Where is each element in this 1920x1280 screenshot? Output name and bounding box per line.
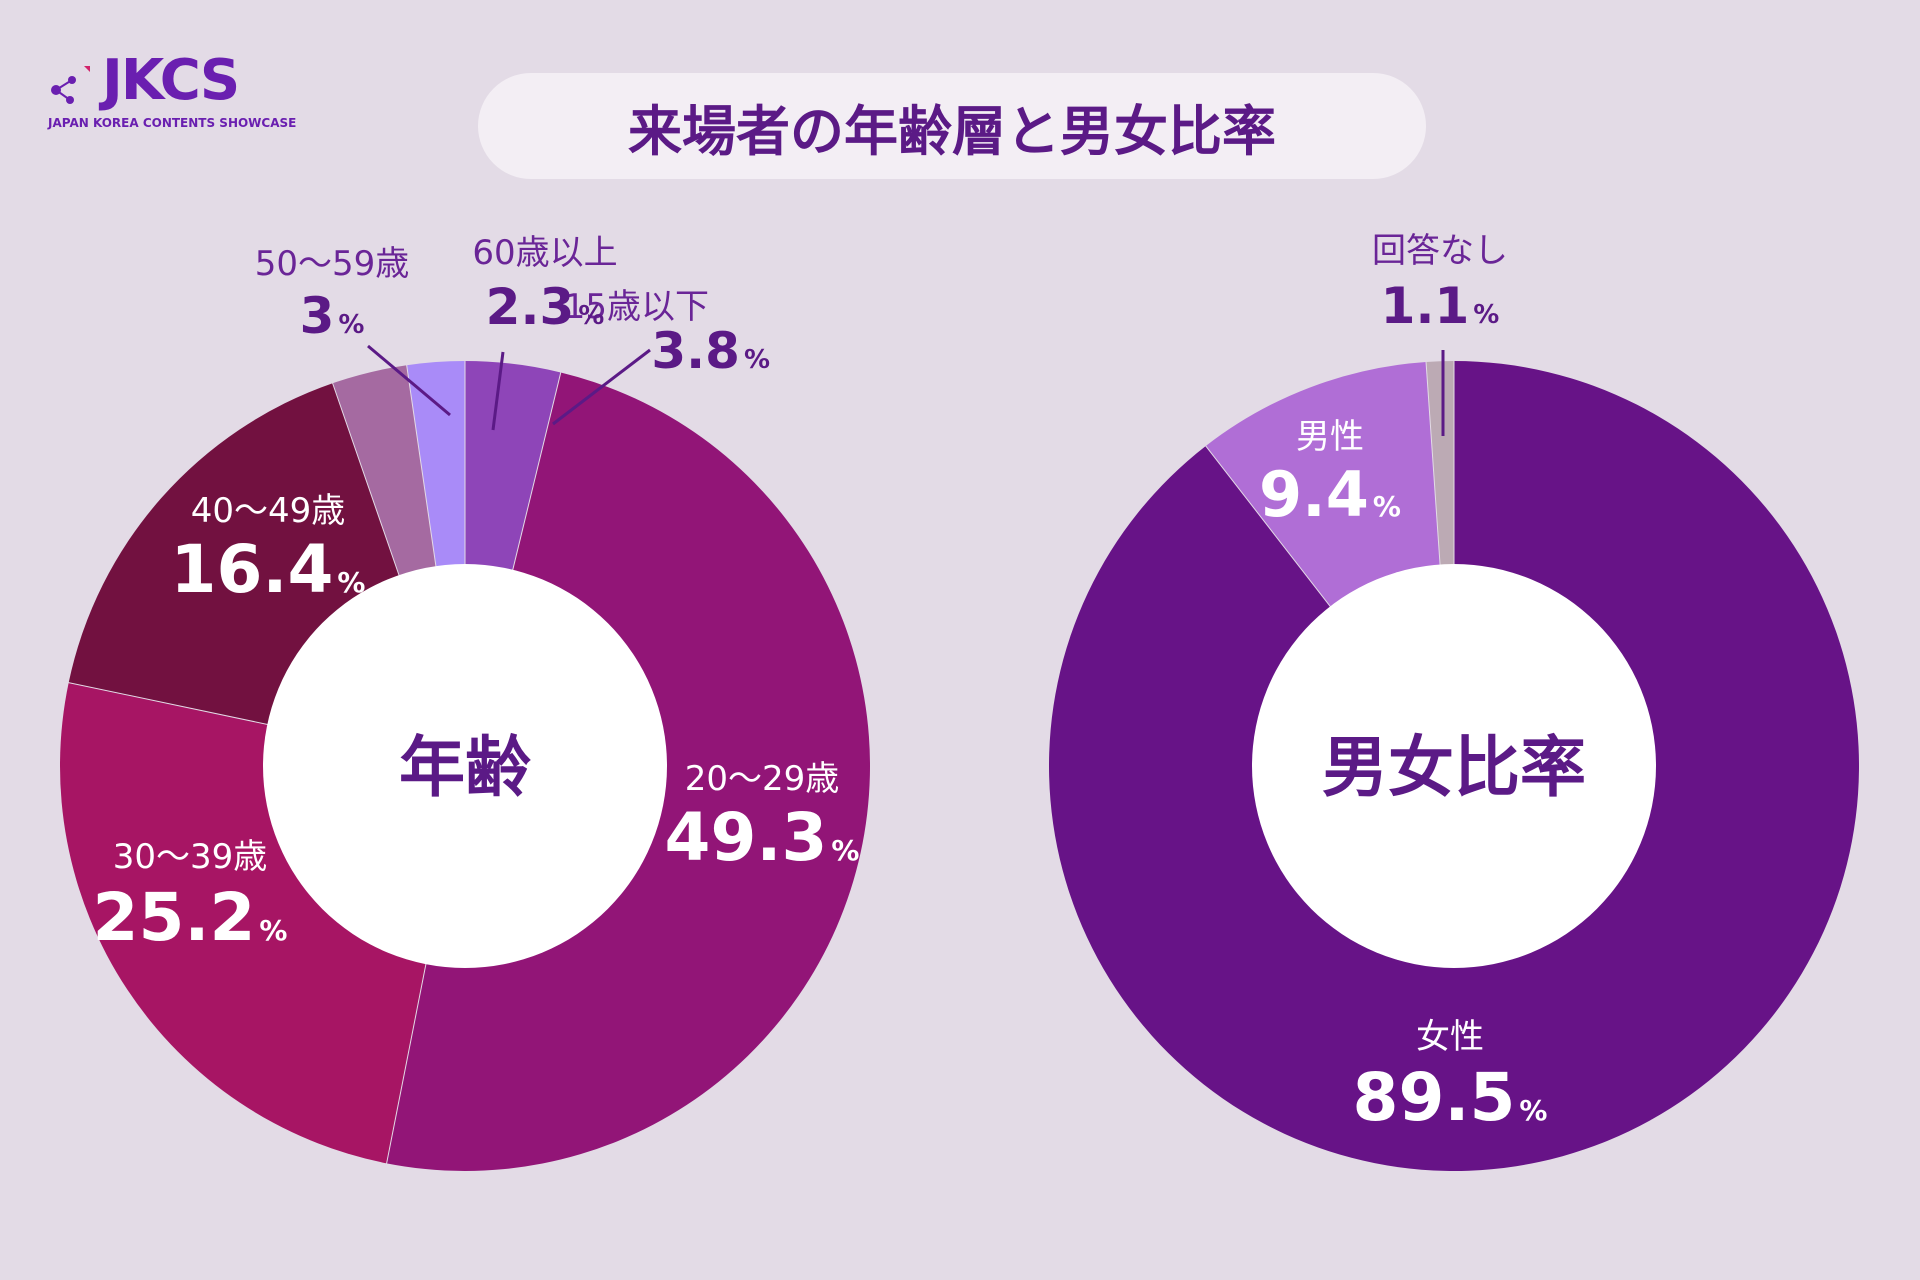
slice-value-unit: % [1473,300,1499,330]
donut-hole [263,564,667,968]
slice-value-number: 2.3 [486,278,575,336]
slice-value-unit: % [259,914,287,947]
logo-text: JKCS [102,48,240,113]
slice-value-unit: % [831,834,859,867]
leader-line [552,348,651,426]
slice-value-number: 9.4 [1259,458,1369,531]
slice-value-number: 3.8 [651,322,740,380]
slice-value: 2.3% [486,278,605,336]
slice-value-number: 1.1 [1381,277,1470,335]
slice-value: 89.5% [1353,1059,1548,1136]
slice-value: 3% [300,287,365,345]
slice-value-unit: % [578,301,604,331]
slice-label: 男性 [1296,417,1364,457]
slice-label: 15歳以下 [564,287,709,327]
slice-label: 30〜39歳 [113,837,268,877]
slice-label: 20〜29歳 [685,759,840,799]
slice-value: 16.4% [171,531,366,608]
title-pill: 来場者の年齢層と男女比率 [478,73,1426,179]
logo-network-icon [51,66,90,104]
slice-value: 3.8% [651,322,770,380]
slice-value-number: 49.3 [665,799,828,876]
slice-value: 25.2% [93,879,288,956]
slice-value: 49.3% [665,799,860,876]
slice-value-number: 16.4 [171,531,334,608]
slice-label: 回答なし [1372,231,1508,271]
slice-value-number: 3 [300,287,335,345]
leader-line [367,344,451,417]
logo: JKCS JAPAN KOREA CONTENTS SHOWCASE [44,48,304,138]
slice-value-unit: % [744,345,770,375]
donut-center-label: 男女比率 [1322,729,1586,806]
slice-value-number: 25.2 [93,879,256,956]
slice-value-unit: % [337,566,365,599]
slice-label: 60歳以上 [472,233,617,273]
slice-label: 40〜49歳 [191,491,346,531]
slice-value: 1.1% [1381,277,1500,335]
slice-value-unit: % [338,310,364,340]
slice-value-unit: % [1519,1094,1547,1127]
slice-label: 50〜59歳 [255,244,410,284]
slice-value-number: 89.5 [1353,1059,1516,1136]
slice-value: 9.4% [1259,458,1401,531]
logo-tagline: JAPAN KOREA CONTENTS SHOWCASE [48,116,297,130]
donut-center-label: 年齢 [399,729,531,806]
donut-hole [1252,564,1656,968]
page-title: 来場者の年齢層と男女比率 [628,99,1276,163]
slice-value-unit: % [1373,490,1401,523]
slice-label: 女性 [1416,1017,1484,1057]
leader-line [491,351,505,431]
